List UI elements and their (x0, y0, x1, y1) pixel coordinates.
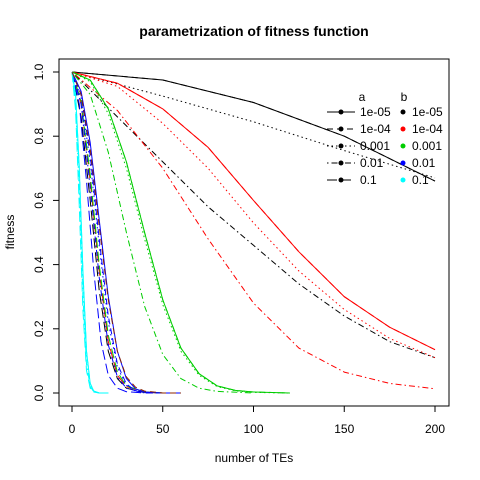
series-line-14 (71, 71, 163, 394)
legend-b-label-2: 0.001 (412, 139, 442, 153)
y-tick-label: 0.6 (32, 192, 46, 209)
legend-a-marker-1 (338, 126, 344, 132)
legend-a-marker-3 (338, 160, 344, 166)
series-line-13 (71, 71, 254, 394)
series-line-4 (71, 71, 163, 394)
series-layer (71, 71, 436, 394)
series-line-19 (71, 71, 145, 394)
series-line-24 (71, 71, 109, 394)
x-tick-label: 200 (425, 422, 445, 436)
legend-a-marker-4 (338, 177, 344, 183)
legend-b-label-4: 0.1 (412, 173, 429, 187)
series-line-1 (71, 71, 436, 182)
legend-a-label-0: 1e-05 (360, 105, 391, 119)
legend-a-label-1: 1e-04 (360, 122, 391, 136)
y-tick-label: 0.2 (32, 320, 46, 337)
y-axis: 0.0 0.2 0.4 0.6 0.8 1.0 (32, 63, 60, 401)
legend-a-marker-2 (338, 143, 344, 149)
series-line-3 (71, 71, 436, 359)
y-tick-label: 0.0 (32, 384, 46, 401)
legend-b-label-3: 0.01 (412, 156, 436, 170)
legend-a-label-3: 0.01 (360, 156, 384, 170)
x-tick-label: 150 (334, 422, 354, 436)
y-axis-label: fitness (3, 215, 17, 250)
x-tick-label: 100 (243, 422, 263, 436)
series-line-8 (71, 71, 436, 390)
series-line-17 (71, 71, 163, 394)
legend-b-marker-1 (400, 126, 406, 132)
series-line-6 (71, 71, 436, 351)
legend-a-marker-0 (338, 109, 344, 115)
series-line-25 (71, 71, 181, 394)
y-tick-label: 0.8 (32, 128, 46, 145)
legend-b-marker-3 (400, 160, 406, 166)
legend: a b 1e-05 1e-04 0.001 0.01 0.1 1e-05 1e-04 0.001 0… (327, 90, 443, 187)
legend-b-label-0: 1e-05 (412, 105, 443, 119)
legend-title-b: b (401, 90, 408, 104)
x-axis-label: number of TEs (215, 451, 293, 465)
legend-b-marker-0 (400, 109, 406, 115)
legend-a-label-2: 0.001 (360, 139, 390, 153)
legend-title-a: a (359, 90, 366, 104)
legend-b-marker-2 (400, 143, 406, 149)
chart-title: parametrization of fitness function (139, 23, 368, 39)
series-line-2 (71, 71, 436, 179)
x-tick-label: 0 (69, 422, 76, 436)
series-line-18 (71, 71, 145, 394)
legend-a-label-4: 0.1 (360, 173, 377, 187)
x-tick-label: 50 (156, 422, 170, 436)
legend-b-marker-4 (400, 177, 406, 183)
series-line-12 (71, 71, 290, 394)
y-tick-label: 1.0 (32, 63, 46, 80)
legend-b-label-1: 1e-04 (412, 122, 443, 136)
x-axis: 0 50 100 150 200 (69, 405, 445, 436)
y-tick-label: 0.4 (32, 256, 46, 273)
